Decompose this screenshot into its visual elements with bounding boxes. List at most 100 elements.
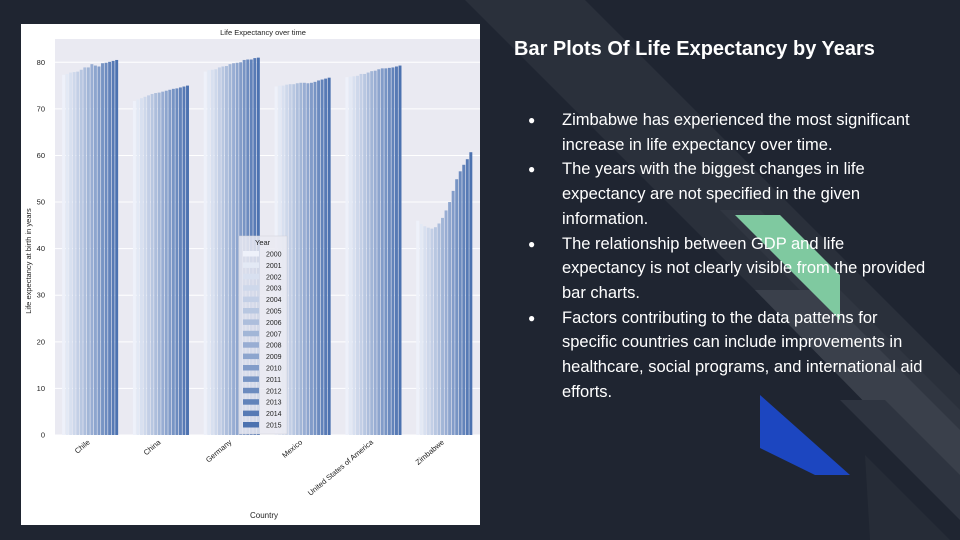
chart-title: Life Expectancy over time: [220, 28, 306, 37]
y-tick-label: 40: [37, 244, 45, 253]
bar: [171, 88, 175, 435]
legend-swatch: [243, 353, 259, 360]
bullet-list: ● Zimbabwe has experienced the most signi…: [528, 108, 928, 404]
legend-label: 2008: [266, 343, 282, 350]
bar-chart: 0 10 20 30 40 50 60 70 80 Chile China Germany Mexic…: [24, 28, 480, 520]
legend-label: 2015: [266, 423, 282, 430]
bar: [132, 100, 136, 436]
legend-label: 2011: [266, 377, 281, 384]
bar: [83, 67, 87, 436]
bar: [154, 93, 158, 435]
legend-swatch: [243, 273, 259, 280]
bar: [387, 67, 391, 435]
x-tick-label: United States of America: [306, 437, 376, 497]
bar: [147, 95, 151, 436]
bar: [157, 92, 161, 435]
deco-stripe: [865, 455, 950, 540]
bar: [313, 81, 317, 436]
bar: [161, 91, 165, 435]
bullet-item: ● The years with the biggest changes in l…: [528, 157, 928, 231]
bar: [217, 67, 221, 436]
bullet-item: ● Zimbabwe has experienced the most signi…: [528, 108, 928, 157]
bar: [426, 227, 430, 435]
legend-swatch: [243, 262, 259, 268]
bar: [104, 62, 108, 435]
bar: [86, 67, 90, 436]
bar: [433, 227, 437, 435]
legend-label: 2004: [266, 297, 282, 304]
bar: [115, 59, 119, 436]
bullet-dot-icon: ●: [528, 113, 536, 127]
legend-label: 2006: [266, 320, 282, 327]
bar: [398, 65, 402, 435]
legend-swatch: [243, 308, 259, 314]
legend: Year 2000 2001 2002 2003 2004 2005 2006 2007 2008…: [238, 235, 288, 435]
bar: [359, 73, 363, 435]
bar: [140, 98, 143, 436]
bar: [235, 62, 239, 435]
legend-swatch: [243, 342, 259, 348]
legend-label: 2000: [266, 252, 282, 259]
bar: [384, 68, 388, 435]
bullet-text: Factors contributing to the data pattern…: [562, 308, 923, 401]
bar: [76, 71, 80, 436]
y-tick-label: 20: [37, 337, 45, 346]
legend-label: 2002: [266, 274, 282, 281]
x-axis-label: Country: [250, 511, 278, 520]
bar: [214, 69, 218, 435]
slide-title: Bar Plots Of Life Expectancy by Years: [514, 38, 875, 60]
bar: [345, 77, 349, 435]
bar: [451, 190, 455, 435]
bar: [462, 164, 466, 436]
bar: [310, 82, 313, 435]
bar: [395, 66, 398, 436]
bullet-dot-icon: ●: [528, 162, 536, 177]
bar: [221, 66, 225, 436]
bar: [186, 85, 189, 435]
x-tick-label: Chile: [73, 438, 92, 456]
bar: [448, 202, 452, 435]
y-tick-label: 80: [37, 58, 45, 67]
legend-swatch: [243, 296, 259, 303]
bullet-dot-icon: ●: [528, 310, 536, 325]
legend-swatch: [243, 376, 259, 382]
x-tick-label: Germany: [204, 437, 234, 464]
bar: [228, 64, 232, 435]
bar: [136, 99, 140, 435]
bar: [178, 87, 182, 435]
bar: [306, 83, 310, 435]
bar: [423, 226, 427, 435]
bar: [225, 66, 228, 435]
legend-label: 2003: [266, 286, 282, 293]
bar: [380, 68, 384, 435]
bar: [182, 86, 186, 435]
bar: [164, 90, 168, 436]
y-axis-label: Life expectancy at birth in years: [24, 208, 33, 314]
bar: [168, 89, 172, 435]
y-tick-label: 70: [37, 104, 45, 113]
legend-swatch: [243, 251, 259, 257]
legend-label: 2014: [266, 411, 282, 418]
legend-label: 2007: [266, 331, 282, 338]
bar: [356, 75, 359, 436]
y-tick-label: 0: [41, 431, 45, 440]
deco-stripe: [840, 400, 960, 520]
bar: [101, 63, 104, 435]
legend-swatch: [243, 422, 259, 428]
bar: [352, 76, 356, 435]
bar: [373, 70, 377, 436]
bullet-text: Zimbabwe has experienced the most signif…: [562, 111, 910, 154]
bar: [317, 80, 321, 436]
bar: [391, 67, 395, 436]
bar: [288, 84, 292, 435]
bar: [90, 64, 94, 435]
bar: [295, 83, 299, 435]
y-tick-label: 60: [37, 151, 45, 160]
bullet-text: The relationship between GDP and life ex…: [562, 234, 926, 302]
legend-swatch: [243, 399, 259, 405]
x-tick-label: China: [142, 437, 163, 457]
deco-blue-stripe: [760, 395, 850, 475]
bar: [320, 79, 324, 435]
x-tick-label: Zimbabwe: [414, 438, 446, 467]
bar: [299, 82, 303, 435]
